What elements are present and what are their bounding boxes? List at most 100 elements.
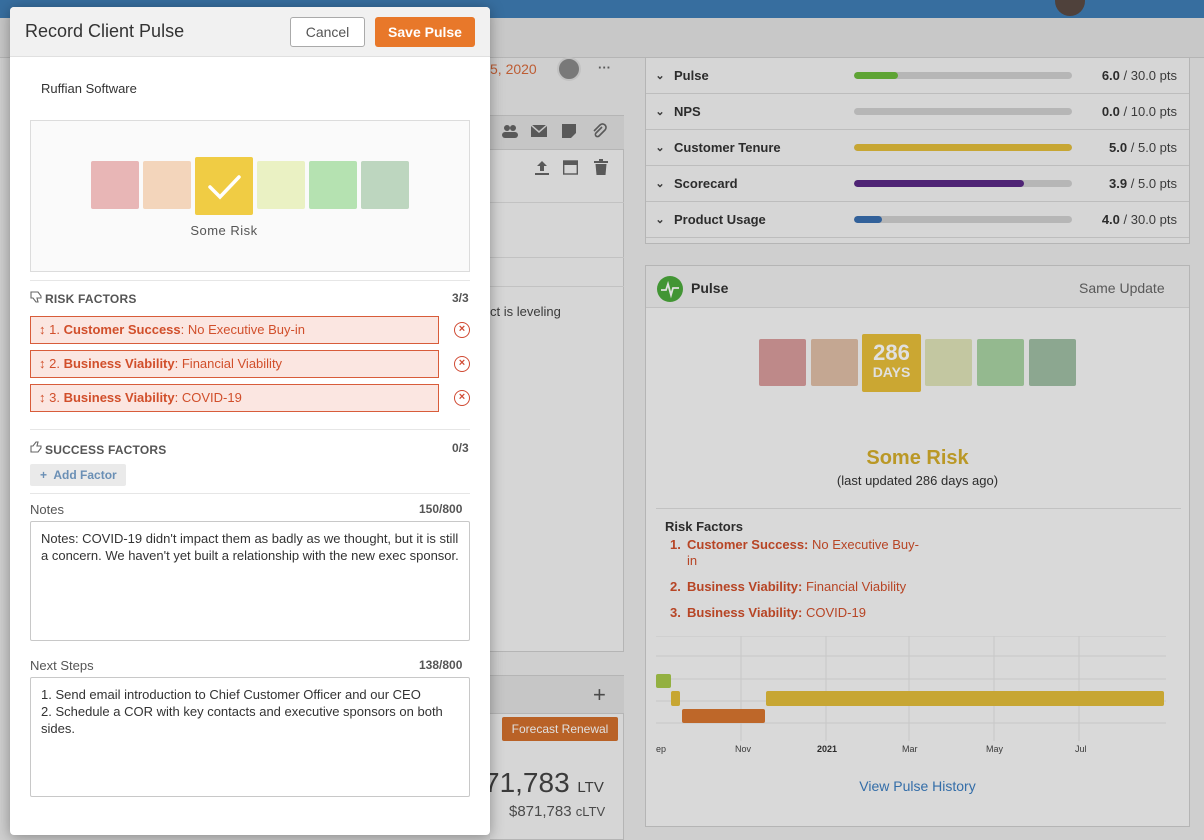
pulse-option-1[interactable] <box>91 161 139 209</box>
view-pulse-history-link[interactable]: View Pulse History <box>859 778 976 794</box>
owner-avatar <box>557 57 581 81</box>
forecast-renewal-button[interactable]: Forecast Renewal <box>502 717 618 741</box>
timeline-tick-2: 2021 <box>817 744 838 754</box>
timeline-tick-4: May <box>986 744 1004 754</box>
chevron-down-icon[interactable]: ⌄ <box>655 142 665 154</box>
ltv-value: 71,783 <box>484 767 570 798</box>
same-update-label[interactable]: Same Update <box>1079 280 1165 296</box>
timeline-tick-5: Jul <box>1075 744 1087 754</box>
pulse-timeline <box>656 635 1166 744</box>
pulse-risk-item: 2. Business Viability: Financial Viabilit… <box>670 579 907 594</box>
timeline-tick-1: Nov <box>735 744 752 754</box>
notes-textarea[interactable]: Notes: COVID-19 didn't impact them as ba… <box>30 521 470 641</box>
notes-count: 150/800 <box>419 502 463 516</box>
remove-risk-2-icon[interactable]: × <box>454 356 470 372</box>
score-bar-fill <box>854 180 1025 187</box>
risk-factor-3[interactable]: ↕ 3. Business Viability: COVID-19 <box>30 384 439 412</box>
score-row[interactable]: ⌄ Scorecard 3.9 / 5.0 pts <box>646 166 1189 202</box>
chevron-down-icon[interactable]: ⌄ <box>655 70 665 82</box>
attachment-icon[interactable] <box>591 123 607 139</box>
drag-handle-icon[interactable]: ↕ <box>39 390 46 405</box>
timeline-bar-yellow-1 <box>671 691 680 706</box>
cancel-button[interactable]: Cancel <box>290 17 365 47</box>
pulse-swatch-2 <box>811 339 858 386</box>
pulse-risk-item: 3. Business Viability: COVID-19 <box>670 605 866 620</box>
score-row[interactable]: ⌄ NPS 0.0 / 10.0 pts <box>646 94 1189 130</box>
modal-header: Record Client Pulse Cancel Save Pulse <box>10 7 490 57</box>
pulse-swatch-selected: 286 DAYS <box>862 334 921 392</box>
success-factors-heading: SUCCESS FACTORS <box>45 443 167 457</box>
add-icon[interactable]: + <box>593 682 606 707</box>
date-fragment: 5, 2020 <box>490 61 537 77</box>
score-row[interactable]: ⌄ Product Usage 4.0 / 30.0 pts <box>646 202 1189 238</box>
mail-icon[interactable] <box>530 124 548 137</box>
score-points: 5.0 / 5.0 pts <box>1109 140 1177 155</box>
risk-factors-count: 3/3 <box>452 291 469 305</box>
score-name: Customer Tenure <box>674 140 781 155</box>
record-pulse-modal: Record Client Pulse Cancel Save Pulse Ru… <box>10 7 490 835</box>
score-bar <box>854 180 1072 187</box>
remove-risk-1-icon[interactable]: × <box>454 322 470 338</box>
drag-handle-icon[interactable]: ↕ <box>39 322 46 337</box>
calendar-icon[interactable] <box>562 160 579 175</box>
next-steps-textarea[interactable]: 1. Send email introduction to Chief Cust… <box>30 677 470 797</box>
next-steps-count: 138/800 <box>419 658 463 672</box>
pulse-card: Pulse Same Update 286 DAYS Some Risk (la… <box>645 265 1190 827</box>
people-icon[interactable] <box>502 124 518 138</box>
more-menu-icon[interactable]: ··· <box>598 60 611 75</box>
success-factors-count: 0/3 <box>452 441 469 455</box>
pulse-option-4[interactable] <box>257 161 305 209</box>
pulse-swatch-5 <box>977 339 1024 386</box>
pulse-risk-item: 1. Customer Success: No Executive Buy-in <box>670 537 919 568</box>
pulse-option-5[interactable] <box>309 161 357 209</box>
pulse-risk-list: 1. Customer Success: No Executive Buy-in 2… <box>670 537 930 631</box>
trash-icon[interactable] <box>594 159 608 175</box>
modal-title: Record Client Pulse <box>25 21 185 41</box>
score-points: 3.9 / 5.0 pts <box>1109 176 1177 191</box>
score-bar <box>854 144 1072 151</box>
pulse-option-2[interactable] <box>143 161 191 209</box>
note-icon[interactable] <box>562 124 576 138</box>
chevron-down-icon[interactable]: ⌄ <box>655 106 665 118</box>
save-pulse-button[interactable]: Save Pulse <box>375 17 475 47</box>
score-bar <box>854 108 1072 115</box>
score-points: 6.0 / 30.0 pts <box>1101 68 1177 83</box>
score-row[interactable]: ⌄ Pulse 6.0 / 30.0 pts <box>646 58 1189 94</box>
thumbs-down-icon <box>30 291 42 303</box>
score-points: 4.0 / 30.0 pts <box>1101 212 1177 227</box>
client-name: Ruffian Software <box>41 81 137 96</box>
add-factor-button[interactable]: + Add Factor <box>30 464 126 486</box>
score-name: Product Usage <box>674 212 766 227</box>
last-updated: (last updated 286 days ago) <box>836 473 999 488</box>
remove-risk-3-icon[interactable]: × <box>454 390 470 406</box>
drag-handle-icon[interactable]: ↕ <box>39 356 46 371</box>
pulse-swatch-4 <box>925 339 972 386</box>
score-points: 0.0 / 10.0 pts <box>1101 104 1177 119</box>
pulse-option-6[interactable] <box>361 161 409 209</box>
thumbs-up-icon <box>30 441 42 453</box>
pulse-heartbeat-icon <box>657 276 683 302</box>
timeline-bar-yellow-2 <box>766 691 1164 706</box>
user-avatar[interactable] <box>1055 0 1085 16</box>
pulse-option-selected[interactable] <box>195 157 253 215</box>
score-bar <box>854 72 1072 79</box>
risk-factors-heading: RISK FACTORS <box>45 292 137 306</box>
plus-icon: + <box>40 468 48 482</box>
days-number: 286 <box>873 340 910 365</box>
chevron-down-icon[interactable]: ⌄ <box>655 214 665 226</box>
score-name: Scorecard <box>674 176 738 191</box>
pulse-swatch-1 <box>759 339 806 386</box>
score-row[interactable]: ⌄ Customer Tenure 5.0 / 5.0 pts <box>646 130 1189 166</box>
risk-factors-heading: Risk Factors <box>665 519 744 534</box>
score-bar <box>854 216 1072 223</box>
chevron-down-icon[interactable]: ⌄ <box>655 178 665 190</box>
score-name: Pulse <box>674 68 709 83</box>
risk-factor-1[interactable]: ↕ 1. Customer Success: No Executive Buy-… <box>30 316 439 344</box>
upload-icon[interactable] <box>534 160 550 176</box>
risk-factor-2[interactable]: ↕ 2. Business Viability: Financial Viabi… <box>30 350 439 378</box>
ltv-unit: LTV <box>577 779 604 796</box>
cltv-unit: cLTV <box>575 804 606 819</box>
next-steps-label: Next Steps <box>30 658 94 673</box>
pulse-card-title: Pulse <box>691 280 729 296</box>
timeline-tick-3: Mar <box>902 744 918 754</box>
